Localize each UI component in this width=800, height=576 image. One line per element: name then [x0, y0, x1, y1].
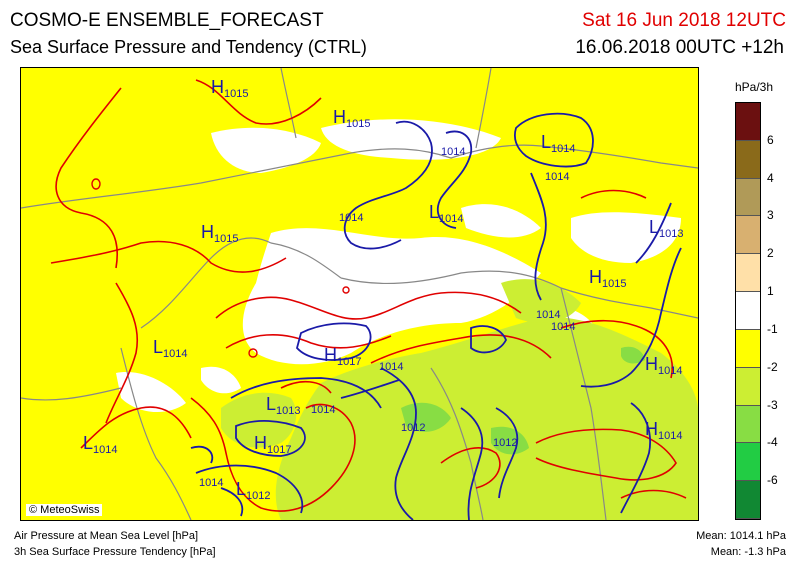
pressure-centre-label: L1012 — [236, 479, 271, 502]
isobar-value-label: 1014 — [551, 321, 575, 333]
isobar-value-label: 1014 — [441, 146, 465, 158]
pressure-centre-label: H1014 — [645, 419, 682, 442]
chart-title: COSMO-E ENSEMBLE_FORECAST — [10, 10, 324, 31]
isobar-value-label: 1014 — [199, 477, 223, 489]
colorbar-swatch — [736, 443, 760, 482]
colorbar-swatch — [736, 254, 760, 293]
isobar-value-label: 1012 — [493, 437, 517, 449]
forecast-map: H1015 H1015 H1015 H1015 H1017 H1017 H1014 H1014… — [20, 67, 699, 521]
pressure-centre-label: H1015 — [589, 267, 626, 290]
colorbar-swatch — [736, 178, 760, 217]
colorbar-tick-label: -6 — [767, 473, 778, 488]
colorbar-unit: hPa/3h — [735, 80, 774, 94]
colorbar-tick-label: 6 — [767, 132, 774, 147]
tendency-contours — [50, 79, 687, 512]
chart-subtitle: Sea Surface Pressure and Tendency (CTRL) — [10, 37, 367, 57]
colorbar-swatch — [736, 292, 760, 330]
colorbar-swatch — [736, 481, 760, 519]
isobar-value-label: 1014 — [311, 404, 335, 416]
pressure-centre-label: L1014 — [429, 202, 464, 225]
pressure-centre-label: H1015 — [211, 77, 248, 100]
colorbar-tick-label: 1 — [767, 284, 774, 299]
colorbar-tick-label: -1 — [767, 321, 778, 336]
isobar-value-label: 1014 — [379, 361, 403, 373]
pressure-centre-label: H1015 — [333, 107, 370, 130]
pressure-labels: H1015 H1015 H1015 H1015 H1017 H1017 H1014 H1014… — [83, 77, 684, 502]
country-borders — [21, 68, 698, 520]
colorbar-tick-label: -4 — [767, 435, 778, 450]
pressure-centre-label: H1015 — [201, 222, 238, 245]
run-time: 16.06.2018 00UTC +12h — [575, 37, 784, 58]
isobar-value-label: 1014 — [339, 212, 363, 224]
colorbar-tick-label: -3 — [767, 397, 778, 412]
colorbar-swatch — [736, 216, 760, 255]
mean-tendency: Mean: -1.3 hPa — [710, 546, 786, 558]
white-tendency-areas — [116, 119, 681, 413]
isobar-value-label: 1014 — [536, 309, 560, 321]
pressure-centre-label: L1013 — [649, 217, 684, 240]
colorbar-swatch — [736, 140, 760, 179]
colorbar-swatch — [736, 329, 760, 368]
colorbar-tick-label: -2 — [767, 359, 778, 374]
pressure-centre-label: H1017 — [324, 345, 361, 368]
colorbar-swatch — [736, 405, 760, 444]
pressure-centre-label: H1017 — [254, 433, 291, 456]
pressure-centre-label: L1014 — [83, 433, 118, 456]
isobars — [190, 112, 682, 520]
map-canvas: H1015 H1015 H1015 H1015 H1017 H1017 H1014 H1014… — [21, 68, 698, 520]
tendency-spots — [91, 178, 350, 358]
pressure-centre-label: L1013 — [266, 394, 301, 417]
legend-tendency: 3h Sea Surface Pressure Tendency [hPa] — [14, 546, 216, 558]
pressure-centre-label: L1014 — [153, 337, 188, 360]
isobar-value-label: 1012 — [401, 422, 425, 434]
isobar-value-label: 1014 — [545, 171, 569, 183]
colorbar-tick-label: 2 — [767, 246, 774, 261]
valid-date: Sat 16 Jun 2018 12UTC — [582, 10, 786, 31]
colorbar-swatch — [736, 367, 760, 406]
legend-pressure: Air Pressure at Mean Sea Level [hPa] — [14, 530, 199, 542]
mean-pressure: Mean: 1014.1 hPa — [696, 530, 786, 542]
pressure-centre-label: L1014 — [541, 132, 576, 155]
credit-label: © MeteoSwiss — [26, 504, 103, 516]
colorbar-tick-label: 3 — [767, 208, 774, 223]
pressure-centre-label: H1014 — [645, 354, 682, 377]
colorbar-tick-label: 4 — [767, 170, 774, 185]
colorbar-swatch — [736, 103, 760, 141]
colorbar — [735, 102, 761, 520]
